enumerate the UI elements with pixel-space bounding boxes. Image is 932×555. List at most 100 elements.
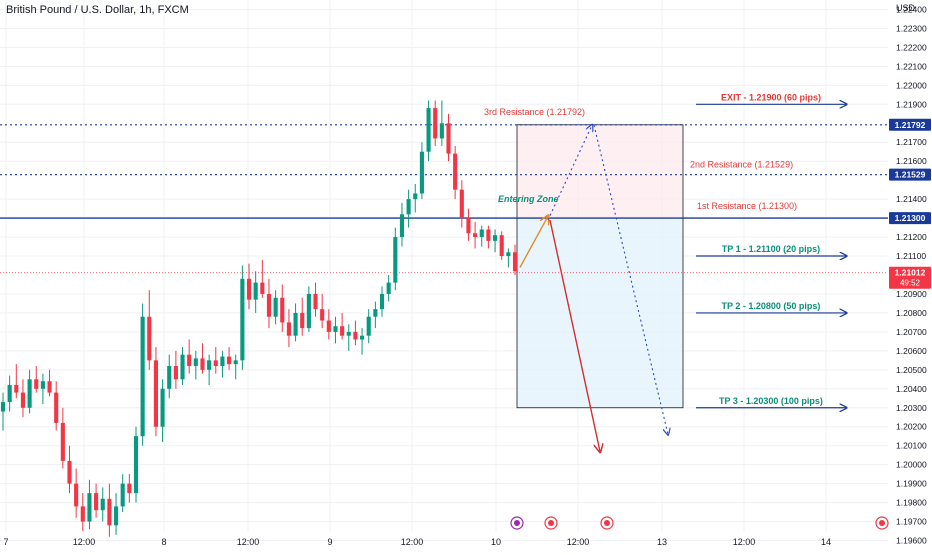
candle-body (446, 123, 451, 154)
candle-body (180, 354, 185, 380)
y-tick-label: 1.20000 (896, 460, 927, 470)
y-tick-label: 1.20500 (896, 365, 927, 375)
price-badge (889, 266, 931, 289)
price-badge (889, 212, 931, 225)
resistance-label: 3rd Resistance (1.21792) (484, 107, 585, 117)
us-flag-event-icon[interactable] (600, 516, 614, 530)
candle-body (280, 297, 285, 323)
candle-body (0, 402, 6, 412)
candle-body (373, 309, 378, 317)
candle-body (486, 229, 491, 241)
economic-event-icon[interactable] (544, 516, 558, 530)
candle-body (320, 309, 325, 321)
candle-body (40, 381, 45, 389)
candle-body (386, 282, 391, 294)
resistance-label: 2nd Resistance (1.21529) (690, 160, 793, 170)
price-badge-label: 1.21300 (895, 213, 926, 223)
target-label: TP 3 - 1.20300 (100 pips) (719, 396, 823, 406)
candle-body (326, 320, 331, 332)
candle-body (213, 360, 218, 367)
candle-body (60, 422, 65, 461)
y-tick-label: 1.19800 (896, 498, 927, 508)
candle-body (413, 193, 418, 200)
currency-label: USD (896, 3, 916, 13)
candle-body (207, 360, 212, 370)
y-tick-label: 1.20900 (896, 289, 927, 299)
candle-body (246, 278, 252, 300)
candle-body (393, 237, 398, 283)
candle-body (366, 316, 371, 336)
candle-body (459, 189, 464, 219)
candle-body (340, 326, 345, 336)
y-tick-label: 1.20600 (896, 346, 927, 356)
price-badge-label: 1.21012 (895, 268, 926, 278)
candle-body (133, 436, 139, 494)
candle-body (253, 282, 258, 300)
y-tick-label: 1.21900 (896, 99, 927, 109)
x-tick-label: 7 (3, 537, 8, 547)
candle-body (20, 392, 26, 408)
candle-body (426, 108, 431, 152)
event-icon-dot (548, 520, 554, 526)
x-tick-label: 8 (161, 537, 166, 547)
candle-body (439, 123, 444, 139)
x-tick-label: 12:00 (401, 537, 424, 547)
candle-body (120, 483, 125, 507)
candle-body (14, 385, 19, 393)
entry-arrow (519, 216, 548, 268)
candle-body (74, 483, 79, 507)
y-tick-label: 1.19900 (896, 479, 927, 489)
candle-body (406, 199, 411, 215)
y-tick-label: 1.21400 (896, 194, 927, 204)
candle-body (466, 218, 471, 234)
lightning-event-icon[interactable] (510, 516, 524, 530)
candle-body (200, 358, 205, 370)
event-icon-dot (604, 520, 610, 526)
candle-body (67, 460, 72, 484)
price-badge-label: 1.21529 (895, 170, 926, 180)
target-label: TP 1 - 1.21100 (20 pips) (722, 244, 820, 254)
x-tick-label: 12:00 (733, 537, 756, 547)
y-tick-label: 1.21100 (896, 251, 926, 261)
chart-title: British Pound / U.S. Dollar, 1h, FXCM (6, 4, 189, 16)
candle-body (260, 282, 265, 294)
candle-body (27, 379, 32, 408)
y-tick-label: 1.22300 (896, 23, 927, 33)
resistance-zone (516, 124, 684, 219)
y-tick-label: 1.22100 (896, 61, 927, 71)
candle-body (94, 493, 99, 511)
x-tick-label: 13 (657, 537, 667, 547)
candle-body (100, 498, 105, 511)
y-tick-label: 1.20300 (896, 403, 927, 413)
price-badge-countdown: 49:52 (900, 279, 921, 288)
drop-arrow (549, 219, 600, 451)
candle-body (399, 214, 405, 238)
y-tick-label: 1.22000 (896, 80, 927, 90)
candle-body (479, 229, 484, 238)
candle-body (227, 356, 232, 365)
candle-body (266, 293, 272, 317)
candle-body (127, 483, 132, 494)
candle-body (160, 388, 165, 427)
x-tick-label: 10 (491, 537, 501, 547)
candle-body (506, 252, 511, 257)
candle-body (147, 316, 152, 361)
candle-body (113, 506, 119, 526)
y-tick-label: 1.19700 (896, 517, 927, 527)
economic-event-icon[interactable] (875, 516, 889, 530)
x-tick-label: 12:00 (567, 537, 590, 547)
event-icon-dot (879, 520, 885, 526)
candle-body (286, 322, 291, 336)
candle-body (492, 235, 498, 241)
candle-body (512, 252, 518, 272)
target-zone (516, 217, 684, 409)
candle-body (233, 360, 238, 365)
candle-body (80, 506, 85, 522)
x-tick-label: 9 (327, 537, 332, 547)
candle-body (240, 278, 245, 361)
candle-body (7, 385, 12, 403)
candle-body (47, 381, 52, 393)
candle-body (187, 354, 192, 367)
